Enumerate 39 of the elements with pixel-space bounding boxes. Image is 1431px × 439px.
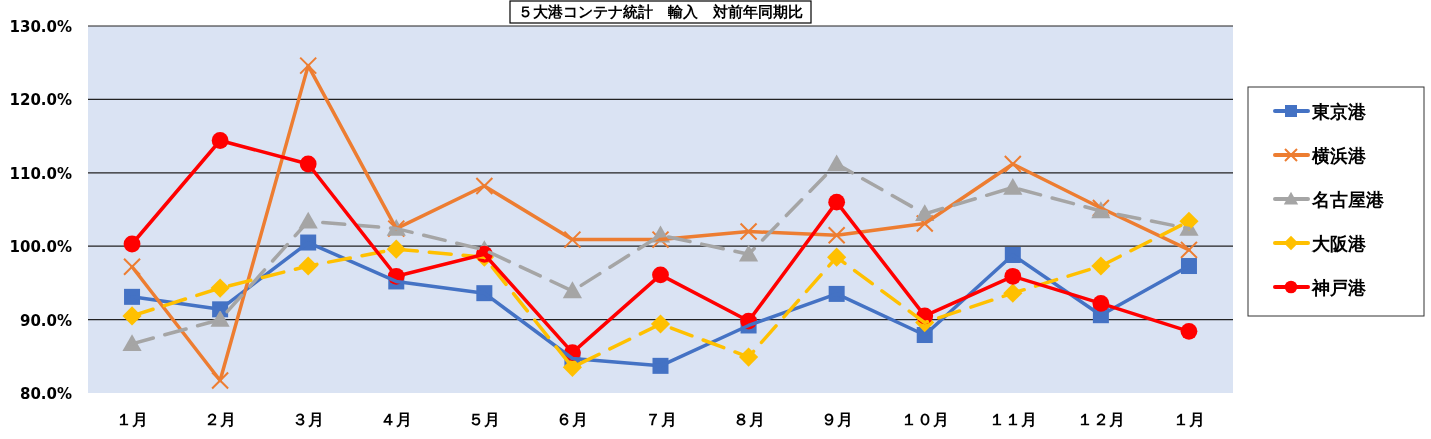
point — [475, 177, 494, 196]
x-tick-label: ８月 — [732, 410, 765, 429]
y-tick-label: 110.0% — [9, 164, 72, 183]
point — [1003, 177, 1023, 195]
point — [651, 230, 670, 249]
point — [1003, 154, 1022, 173]
y-tick-label: 100.0% — [9, 238, 72, 257]
legend-label: 東京港 — [1311, 101, 1367, 122]
x-tick-label: ７月 — [644, 410, 677, 429]
x-tick-label: ３月 — [292, 410, 325, 429]
x-tick-label: ４月 — [380, 410, 413, 429]
point — [299, 56, 318, 75]
legend-label: 神戸港 — [1311, 277, 1367, 298]
y-tick-label: 130.0% — [9, 18, 72, 36]
legend-label: 名古屋港 — [1311, 189, 1385, 210]
x-tick-label: １２月 — [1076, 410, 1125, 429]
y-tick-label: 80.0% — [19, 385, 72, 403]
y-tick-label: 120.0% — [9, 91, 72, 110]
point — [1179, 211, 1199, 231]
x-tick-label: ５月 — [468, 410, 501, 429]
x-tick-label: １月 — [116, 410, 149, 429]
chart-title: ５大港コンテナ統計 輸入 対前年同期比 — [518, 3, 803, 21]
legend-label: 横浜港 — [1311, 145, 1367, 166]
point — [650, 314, 671, 334]
point — [563, 230, 582, 249]
legend-label: 大阪港 — [1311, 233, 1367, 254]
point — [1179, 240, 1198, 259]
point — [123, 257, 142, 276]
x-tick-label: ６月 — [556, 410, 589, 429]
x-tick-label: １１月 — [988, 410, 1037, 429]
x-tick-label: ２月 — [204, 410, 237, 429]
x-tick-label: １０月 — [900, 410, 949, 429]
x-tick-label: １月 — [1172, 410, 1205, 429]
point — [739, 222, 758, 241]
y-tick-label: 90.0% — [19, 311, 72, 330]
x-tick-label: ９月 — [820, 410, 853, 429]
point — [211, 371, 230, 390]
point — [915, 214, 934, 233]
point — [827, 226, 846, 245]
